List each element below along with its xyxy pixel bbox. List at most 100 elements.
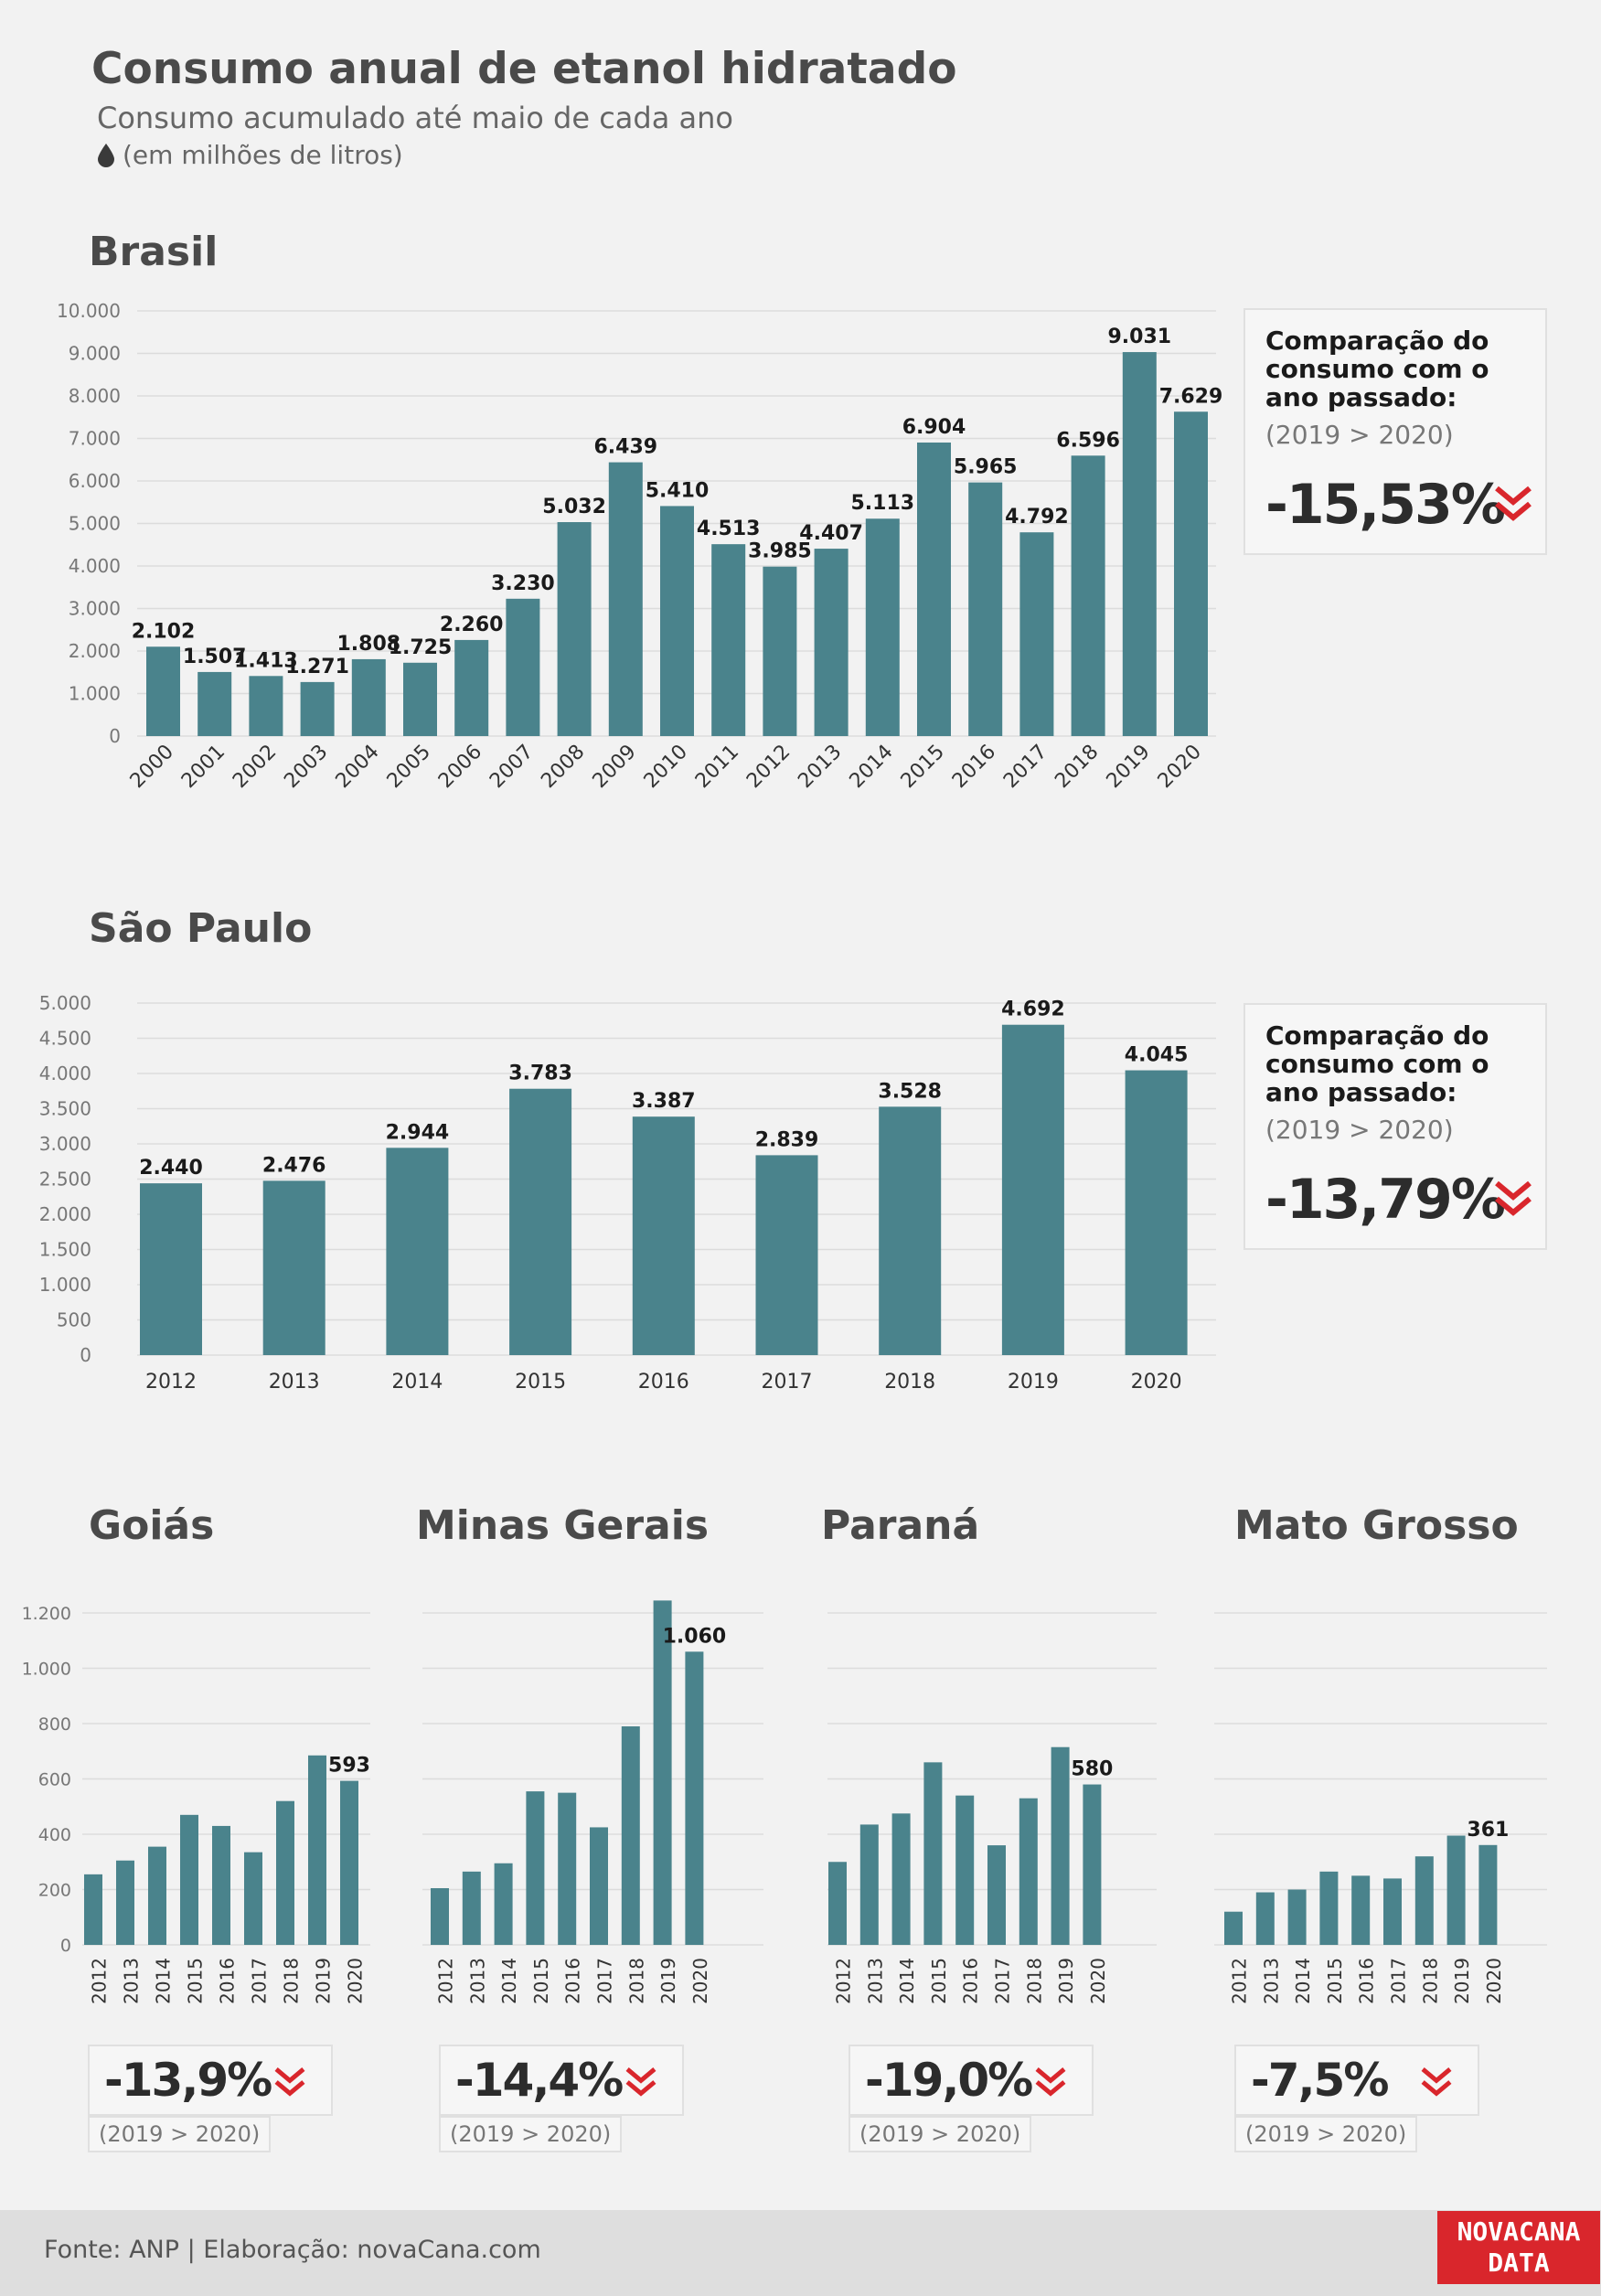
brasil-category-label: 2017 [999,741,1051,793]
sp-ytick-label: 1.000 [39,1274,91,1296]
brasil-ytick-label: 7.000 [69,428,121,450]
goias-bar [212,1825,230,1945]
mt-bar [1287,1889,1307,1945]
goias-bar [116,1860,134,1945]
goias-category-label: 2018 [281,1958,303,2004]
brasil-category-label: 2000 [126,741,178,793]
goias-category-label: 2013 [121,1958,143,2004]
brasil-value-label: 3.985 [748,540,812,563]
goias-ytick-label: 800 [38,1714,71,1735]
mt-bar [1383,1878,1402,1945]
pr-category-label: 2019 [1055,1958,1077,2004]
comparison-period-goias: (2019 > 2020) [88,2116,272,2152]
double-chevron-down-icon [274,2067,305,2097]
sp-ytick-label: 2.500 [39,1169,91,1191]
mt-bar [1351,1875,1371,1945]
comparison-percent: -15,53% [1265,473,1506,537]
mg-bar [494,1863,513,1945]
brasil-value-label: 4.792 [1005,506,1069,529]
sp-category-label: 2012 [145,1371,197,1394]
brasil-bar [197,671,232,736]
pr-category-label: 2020 [1087,1958,1109,2004]
mt-category-label: 2017 [1388,1958,1410,2004]
brasil-value-label: 1.725 [389,636,453,659]
sp-category-label: 2017 [762,1371,813,1394]
pr-bar [987,1845,1006,1945]
mg-category-label: 2013 [466,1958,488,2004]
pr-category-label: 2018 [1023,1958,1045,2004]
brasil-bar [557,522,592,736]
goias-bar [148,1846,166,1945]
goias-category-label: 2012 [89,1958,111,2004]
pr-bar [1083,1784,1102,1945]
brasil-category-label: 2012 [742,741,795,793]
brasil-bar [403,662,437,736]
brasil-ytick-label: 4.000 [69,555,121,577]
brasil-category-label: 2011 [691,741,743,793]
brasil-value-label: 1.413 [234,649,298,672]
mg-category-label: 2014 [498,1958,520,2004]
brasil-bar [300,681,335,736]
brasil-category-label: 2003 [280,741,332,793]
goias-category-label: 2015 [185,1958,207,2004]
brasil-bar [660,506,694,736]
brasil-category-label: 2004 [332,741,384,793]
mt-value-label: 361 [1467,1819,1509,1842]
brasil-ytick-label: 9.000 [69,343,121,365]
sp-value-label: 4.692 [1001,998,1065,1021]
sp-category-label: 2013 [269,1371,320,1394]
footer-source: Fonte: ANP | Elaboração: novaCana.com [44,2236,541,2264]
brasil-category-label: 2015 [897,741,949,793]
sp-bar [140,1183,202,1355]
comparison-percent: -13,9% [104,2054,272,2107]
brasil-bar [865,518,900,736]
mt-bar [1319,1871,1339,1945]
brasil-value-label: 5.965 [954,456,1018,479]
mg-category-label: 2020 [689,1958,711,2004]
pr-category-label: 2013 [864,1958,886,2004]
double-chevron-down-icon [1495,1180,1532,1216]
goias-category-label: 2019 [313,1958,335,2004]
comparison-percent: -13,79% [1265,1168,1506,1232]
brasil-category-label: 2001 [177,741,229,793]
sp-value-label: 2.476 [262,1154,326,1177]
mt-bar [1255,1892,1275,1945]
comparison-caption: Comparação do consumo com o ano passado: [1265,326,1489,412]
mg-bar [621,1726,640,1945]
pr-bar [1019,1798,1038,1945]
comparison-caption: Comparação do consumo com o ano passado: [1265,1020,1489,1107]
brasil-value-label: 7.629 [1159,385,1223,408]
brasil-category-label: 2016 [948,741,1000,793]
section-title-goias: Goiás [89,1502,215,1549]
brasil-value-label: 4.407 [799,522,863,545]
brasil-value-label: 5.410 [646,479,710,502]
mt-bar [1478,1844,1498,1945]
double-chevron-down-icon [625,2067,656,2097]
brasil-bar [146,646,180,736]
double-chevron-down-icon [1495,486,1532,521]
sp-ytick-label: 0 [80,1344,91,1366]
pr-bar [891,1813,911,1945]
pr-category-label: 2014 [896,1958,918,2004]
section-title-mt: Mato Grosso [1234,1502,1519,1549]
brasil-ytick-label: 5.000 [69,513,121,535]
sp-ytick-label: 3.500 [39,1098,91,1120]
sp-category-label: 2018 [884,1371,935,1394]
sp-value-label: 2.944 [386,1121,450,1144]
goias-bar [276,1800,294,1945]
drop-icon [98,143,114,167]
comparison-period-mt: (2019 > 2020) [1234,2116,1418,2152]
brasil-value-label: 4.513 [697,518,761,540]
comparison-box-mg: -14,4% [439,2045,684,2116]
brasil-category-label: 2018 [1051,741,1103,793]
section-title-brasil: Brasil [89,229,219,275]
mt-category-label: 2018 [1419,1958,1441,2004]
goias-bar [244,1852,262,1945]
comparison-percent: -14,4% [455,2054,624,2107]
double-chevron-down-icon [1421,2067,1452,2097]
sp-category-label: 2015 [515,1371,566,1394]
brasil-category-label: 2005 [383,741,435,793]
brasil-ytick-label: 2.000 [69,640,121,662]
comparison-percent: -7,5% [1251,2054,1389,2107]
